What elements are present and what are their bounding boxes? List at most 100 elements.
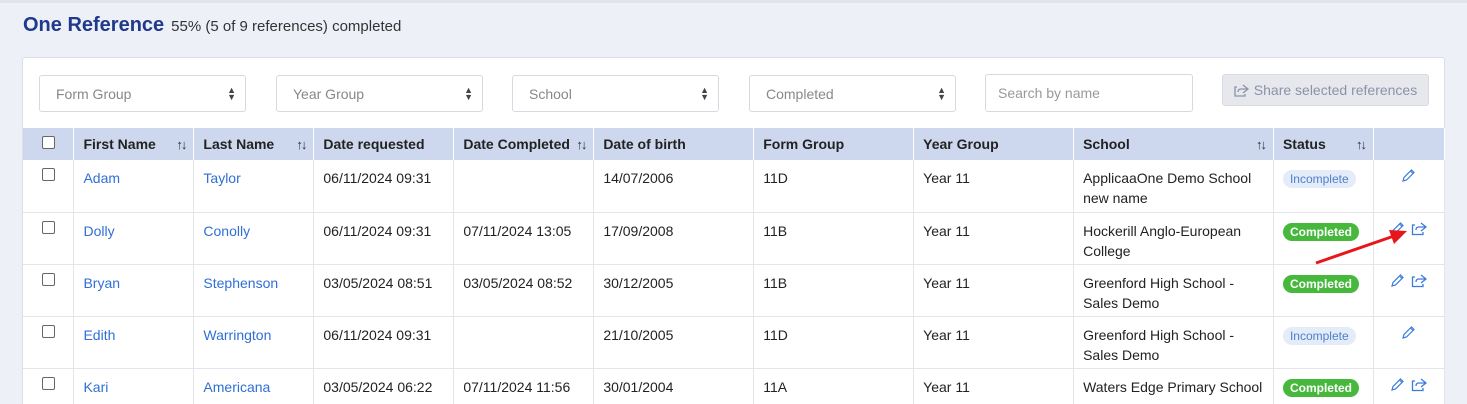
column-header-school[interactable]: School ↑↓ (1073, 128, 1274, 160)
column-header-first-name[interactable]: First Name ↑↓ (73, 128, 195, 160)
row-checkbox[interactable] (41, 220, 55, 234)
actions-cell (1373, 160, 1446, 213)
first-name-link[interactable]: Bryan (83, 274, 121, 291)
date-of-birth-cell: 21/10/2005 (593, 316, 755, 369)
date-completed-cell: 07/11/2024 11:56 (453, 368, 595, 404)
row-checkbox[interactable] (41, 376, 55, 390)
status-badge: Completed (1282, 378, 1359, 397)
row-select-cell (23, 160, 75, 213)
share-icon[interactable] (1411, 221, 1428, 241)
school-cell: ApplicaaOne Demo School new name (1073, 160, 1274, 213)
school-cell: Hockerill Anglo-European College (1073, 212, 1274, 265)
sort-arrows-icon[interactable]: ↑↓ (1255, 137, 1267, 152)
last-name-link[interactable]: Taylor (203, 170, 241, 186)
date-of-birth-cell: 30/01/2004 (593, 368, 755, 404)
form-group-cell: 11A (753, 368, 915, 404)
row-checkbox[interactable] (41, 272, 55, 286)
column-header-form-group: Form Group (753, 128, 915, 160)
status-cell: Incomplete (1273, 316, 1374, 369)
completed-select[interactable]: Completed ▲ ▼ (749, 75, 956, 112)
school-select-label: School (529, 85, 572, 102)
column-label: School (1083, 136, 1130, 152)
share-icon[interactable] (1411, 377, 1428, 397)
school-cell: Waters Edge Primary School (1073, 368, 1274, 404)
date-completed-cell: 03/05/2024 08:52 (453, 264, 595, 317)
first-name-link[interactable]: Kari (83, 378, 109, 395)
first-name-link[interactable]: Adam (83, 170, 121, 186)
share-icon[interactable] (1411, 273, 1428, 293)
column-header-date-completed[interactable]: Date Completed ↑↓ (453, 128, 595, 160)
row-select-cell (23, 264, 75, 317)
column-label: Status (1282, 136, 1326, 152)
references-card: Form Group ▲ ▼ Year Group ▲ ▼ School ▲ ▼ Co… (22, 57, 1446, 404)
last-name-cell: Taylor (193, 160, 315, 213)
status-cell: Incomplete (1273, 160, 1374, 213)
pencil-icon[interactable] (1390, 221, 1405, 241)
table-row: Bryan Stephenson 03/05/2024 08:51 03/05/202… (23, 264, 1446, 317)
last-name-cell: Stephenson (193, 264, 315, 317)
column-header-last-name[interactable]: Last Name ↑↓ (193, 128, 315, 160)
column-header-date-of-birth: Date of birth (593, 128, 755, 160)
date-of-birth-cell: 14/07/2006 (593, 160, 755, 213)
first-name-link[interactable]: Edith (83, 326, 116, 343)
status-badge: Completed (1282, 274, 1359, 293)
completion-progress: 55% (5 of 9 references) completed (171, 18, 402, 35)
row-checkbox[interactable] (41, 168, 55, 181)
last-name-link[interactable]: Warrington (203, 326, 272, 343)
pencil-icon[interactable] (1401, 325, 1416, 345)
first-name-cell: Adam (73, 160, 195, 213)
first-name-cell: Dolly (73, 212, 195, 265)
top-divider (0, 0, 1467, 3)
column-header-year-group: Year Group (913, 128, 1075, 160)
row-checkbox[interactable] (41, 324, 55, 338)
table-row: Adam Taylor 06/11/2024 09:31 14/07/2006 11D Y… (23, 160, 1446, 213)
sort-arrows-icon[interactable]: ↑↓ (576, 137, 587, 152)
year-group-cell: Year 11 (913, 212, 1075, 265)
row-select-cell (23, 316, 75, 369)
row-select-cell (23, 368, 75, 404)
year-group-select[interactable]: Year Group ▲ ▼ (276, 75, 483, 112)
column-label: Form Group (763, 136, 845, 152)
year-group-cell: Year 11 (913, 160, 1075, 213)
column-header-date-requested: Date requested (313, 128, 455, 160)
table-row: Dolly Conolly 06/11/2024 09:31 07/11/2024 1… (23, 212, 1446, 265)
year-group-cell: Year 11 (913, 264, 1075, 317)
table-row: Kari Americana 03/05/2024 06:22 07/11/2024 … (23, 368, 1446, 404)
date-completed-cell (453, 160, 595, 213)
column-header-status[interactable]: Status ↑↓ (1273, 128, 1374, 160)
select-arrows-icon: ▲ ▼ (700, 85, 709, 102)
school-cell: Greenford High School - Sales Demo (1073, 264, 1274, 317)
sort-arrows-icon[interactable]: ↑↓ (1355, 137, 1367, 152)
actions-cell (1373, 264, 1446, 317)
date-requested-cell: 06/11/2024 09:31 (313, 160, 455, 213)
last-name-link[interactable]: Conolly (203, 222, 251, 239)
school-select[interactable]: School ▲ ▼ (512, 75, 719, 112)
status-cell: Completed (1273, 264, 1374, 317)
select-all-checkbox[interactable] (41, 136, 55, 149)
page-title: One Reference (23, 14, 165, 36)
form-group-select[interactable]: Form Group ▲ ▼ (39, 75, 246, 112)
column-label: Last Name (203, 136, 275, 152)
form-group-cell: 11D (753, 316, 915, 369)
last-name-link[interactable]: Stephenson (203, 274, 279, 291)
share-selected-label: Share selected references (1253, 82, 1418, 98)
pencil-icon[interactable] (1390, 273, 1405, 293)
sort-arrows-icon[interactable]: ↑↓ (296, 137, 307, 152)
column-label: Date Completed (463, 136, 570, 152)
date-requested-cell: 03/05/2024 08:51 (313, 264, 455, 317)
first-name-link[interactable]: Dolly (83, 222, 115, 239)
column-label: First Name (83, 136, 156, 152)
search-input[interactable] (985, 74, 1193, 112)
form-group-select-label: Form Group (56, 85, 132, 102)
status-cell: Completed (1273, 368, 1374, 404)
select-arrows-icon: ▲ ▼ (464, 85, 473, 102)
last-name-link[interactable]: Americana (203, 378, 271, 395)
sort-arrows-icon[interactable]: ↑↓ (176, 137, 187, 152)
pencil-icon[interactable] (1390, 377, 1405, 397)
share-selected-button[interactable]: Share selected references (1222, 74, 1429, 106)
pencil-icon[interactable] (1401, 168, 1416, 188)
select-arrows-icon: ▲ ▼ (227, 85, 236, 102)
school-cell: Greenford High School - Sales Demo (1073, 316, 1274, 369)
table-row: Edith Warrington 06/11/2024 09:31 21/10/200… (23, 316, 1446, 369)
date-of-birth-cell: 17/09/2008 (593, 212, 755, 265)
